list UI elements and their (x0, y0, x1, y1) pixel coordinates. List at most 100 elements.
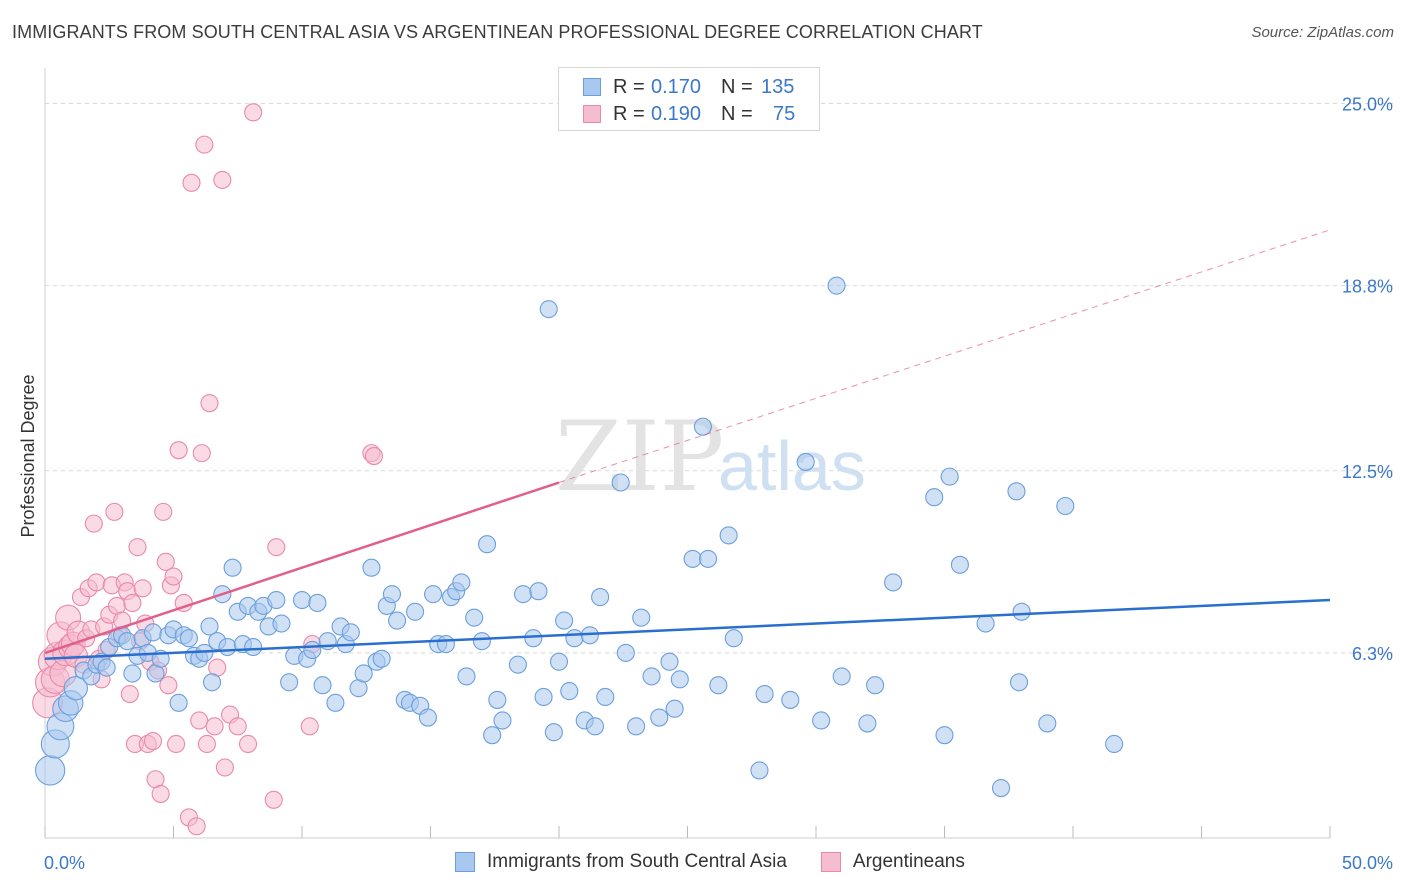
south-central-asia-point (935, 726, 954, 745)
south-central-asia-trend-line (44, 598, 1331, 661)
south-central-asia-point (303, 640, 322, 660)
south-central-asia-point (660, 652, 679, 671)
south-central-asia-point (1009, 673, 1029, 692)
blue-swatch-icon (455, 852, 475, 872)
stats-legend: R = 0.170 N = 135 R = 0.190 N = 75 (558, 67, 820, 131)
trend-lines (44, 229, 1331, 661)
south-central-asia-point (388, 611, 407, 630)
pink-swatch-icon (583, 105, 601, 123)
argentinean-point (190, 711, 209, 730)
n-label: N = (721, 75, 753, 98)
south-central-asia-point (1105, 734, 1124, 754)
south-central-asia-point (781, 690, 800, 709)
south-central-asia-point (179, 629, 198, 648)
south-central-asia-point (457, 667, 476, 686)
south-central-asia-point (665, 699, 684, 718)
south-central-asia-point (642, 667, 661, 686)
south-central-asia-point (539, 300, 558, 319)
argentinean-point (182, 173, 201, 192)
pink-swatch-icon (820, 852, 841, 872)
argentinean-point (164, 567, 183, 586)
south-central-asia-point (709, 676, 728, 695)
south-central-asia-point (832, 667, 851, 686)
argentinean-point (264, 790, 283, 809)
south-central-asia-point (1007, 482, 1026, 501)
south-central-asia-point (280, 673, 299, 692)
argentinean-point (238, 734, 258, 754)
series-legend: Immigrants from South Central Asia Argen… (455, 851, 999, 873)
south-central-asia-point (529, 582, 548, 601)
legend-item-south-central-asia[interactable]: Immigrants from South Central Asia (455, 851, 787, 873)
south-central-asia-point (565, 629, 584, 648)
argentinean-point (187, 817, 206, 836)
chart-title: IMMIGRANTS FROM SOUTH CENTRAL ASIA VS AR… (12, 22, 983, 42)
south-central-asia-point (244, 637, 263, 657)
south-central-asia-point (97, 658, 116, 677)
south-central-asia-point (560, 682, 579, 701)
south-central-asia-point (418, 708, 437, 727)
watermark-zip: ZIP (555, 401, 724, 513)
south-central-asia-point (950, 555, 969, 574)
south-central-asia-point (555, 611, 574, 630)
watermark-atlas: atlas (718, 427, 866, 505)
legend-row-pink: R = 0.190 N = 75 (583, 101, 795, 127)
south-central-asia-point (483, 726, 502, 745)
south-central-asia-point (1056, 496, 1075, 516)
argentinean-point (200, 394, 219, 413)
south-central-asia-point (719, 526, 738, 545)
y-tick-label: 12.5% (1342, 462, 1393, 482)
argentinean-point (159, 676, 178, 695)
south-central-asia-point (143, 623, 162, 642)
n-label: N = (721, 102, 753, 125)
south-central-asia-point (308, 593, 327, 613)
south-central-asia-point (169, 693, 188, 712)
r-value: 0.190 (651, 102, 702, 125)
south-central-asia-point (827, 276, 846, 295)
argentinean-point (154, 502, 173, 521)
argentinean-point (151, 784, 170, 803)
south-central-asia-point (616, 643, 635, 662)
south-central-asia-point (1038, 714, 1057, 733)
r-value: 0.170 (651, 75, 702, 98)
south-central-asia-point (976, 614, 995, 633)
argentinean-point (205, 717, 224, 736)
south-central-asia-point (267, 590, 286, 610)
legend-label: Immigrants from South Central Asia (487, 851, 787, 872)
south-central-asia-point (436, 635, 455, 654)
south-central-asia-point (123, 664, 142, 683)
south-central-asia-point (488, 690, 507, 709)
south-central-asia-point (670, 670, 689, 689)
south-central-asia-point (549, 652, 569, 671)
south-central-asia-point (465, 608, 484, 627)
south-central-asia-point (544, 723, 563, 742)
south-central-asia-point (650, 708, 669, 727)
south-central-asia-point (477, 535, 497, 554)
argentinean-trend-line (44, 481, 560, 655)
south-central-asia-point (940, 467, 959, 486)
south-central-asia-point (326, 693, 345, 712)
south-central-asia-point (991, 779, 1011, 798)
r-label: R = (613, 75, 645, 98)
legend-row-blue: R = 0.170 N = 135 (583, 74, 794, 100)
south-central-asia-point (372, 649, 391, 668)
argentinean-point (195, 135, 214, 154)
argentinean-point (228, 717, 247, 736)
y-tick-label: 25.0% (1342, 95, 1393, 115)
south-central-asia-point (362, 558, 381, 577)
south-central-asia-point (858, 714, 877, 733)
argentinean-trend-extension (558, 229, 1331, 483)
watermark: ZIP atlas (555, 401, 866, 513)
south-central-asia-point (203, 673, 222, 692)
south-central-asia-point (292, 590, 312, 610)
south-central-asia-point (724, 629, 743, 648)
argentinean-point (87, 573, 106, 592)
argentineans-points (32, 103, 384, 836)
south-central-asia-point (272, 614, 291, 633)
south-central-asia-point (683, 549, 702, 568)
n-value: 135 (761, 75, 795, 98)
gridlines (45, 103, 1393, 654)
legend-item-argentineans[interactable]: Argentineans (820, 851, 965, 873)
south-central-asia-point (925, 488, 944, 507)
south-central-asia-point (1012, 602, 1031, 621)
